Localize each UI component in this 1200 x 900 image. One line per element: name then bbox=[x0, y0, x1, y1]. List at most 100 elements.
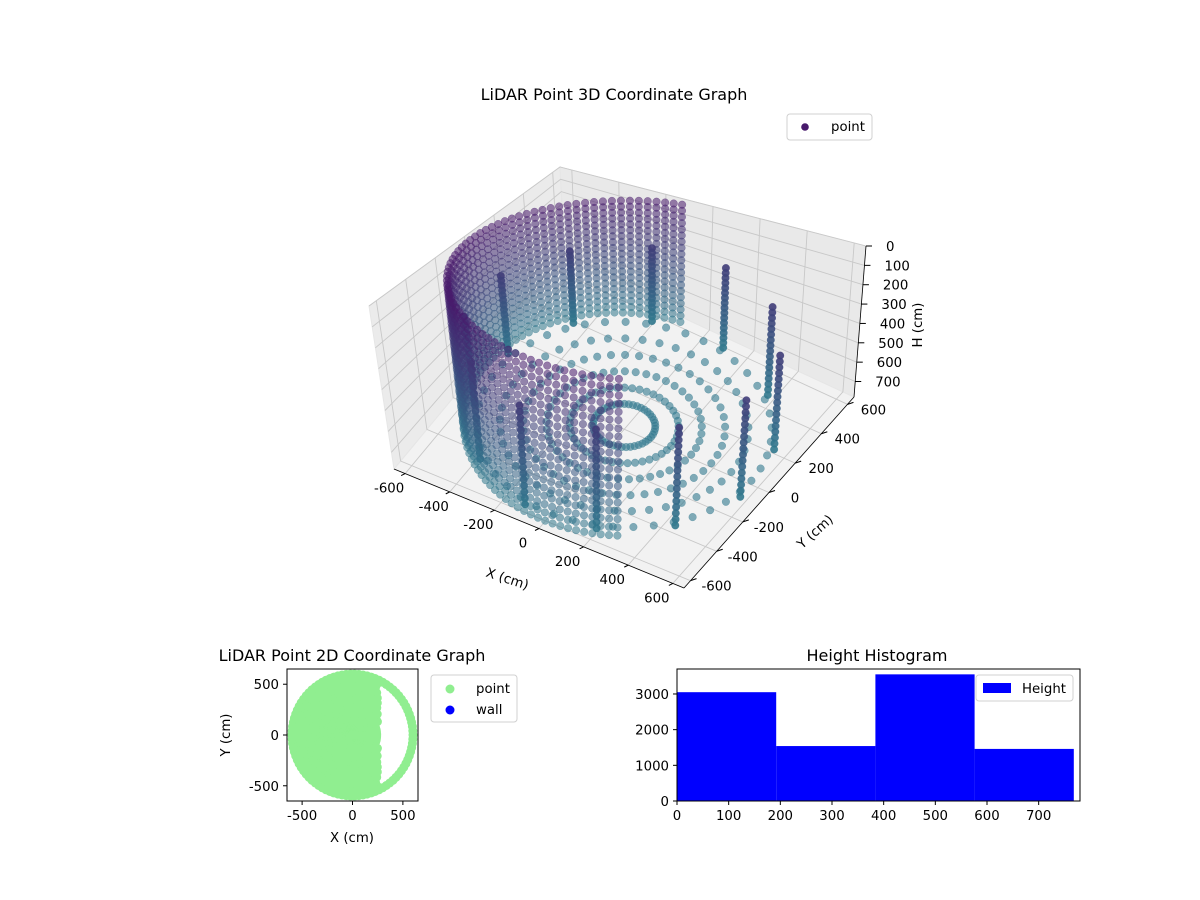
point-3d-1666 bbox=[510, 445, 519, 454]
point-3d-1537 bbox=[486, 358, 495, 367]
point-3d-1733 bbox=[556, 521, 565, 531]
grid-z-1 bbox=[371, 178, 865, 328]
point-3d-1806 bbox=[538, 458, 547, 467]
point-3d-1783 bbox=[530, 430, 539, 439]
point-3d-834 bbox=[699, 466, 708, 476]
point-3d-1741 bbox=[521, 410, 530, 419]
point-3d-1725 bbox=[554, 455, 563, 464]
point-3d-1673 bbox=[513, 503, 522, 512]
tick-mark-y-1 bbox=[716, 548, 723, 552]
point-3d-1579 bbox=[493, 379, 502, 388]
point-3d-1507 bbox=[596, 455, 605, 464]
point-3d-1735 bbox=[519, 360, 528, 369]
tick-z-0: 0 bbox=[886, 240, 894, 255]
point-3d-1786 bbox=[531, 455, 540, 464]
point-3d-1574 bbox=[490, 338, 499, 347]
point-3d-470 bbox=[716, 403, 725, 412]
chart-hist-legend-swatch bbox=[983, 683, 1011, 693]
point-3d-1474 bbox=[604, 531, 614, 540]
point-3d-525 bbox=[694, 407, 703, 416]
grid-y-6 bbox=[552, 172, 848, 405]
point-3d-1561 bbox=[587, 429, 596, 438]
point-3d-1683 bbox=[562, 441, 571, 450]
point-3d-1728 bbox=[555, 480, 564, 489]
point-3d-1724 bbox=[554, 447, 563, 456]
point-3d-1651 bbox=[571, 509, 580, 518]
point-3d-1556 bbox=[587, 388, 596, 397]
point-3d-1665 bbox=[509, 436, 518, 445]
point-3d-547 bbox=[642, 387, 651, 396]
chart-2d-ylabel: Y (cm) bbox=[219, 714, 234, 758]
point-3d-1499 bbox=[596, 389, 605, 398]
point-3d-1623 bbox=[502, 416, 511, 425]
point-3d-1540 bbox=[488, 383, 497, 392]
point-3d-1604 bbox=[579, 453, 588, 462]
tick-x-6: 600 bbox=[644, 591, 669, 606]
point-3d-1584 bbox=[496, 420, 505, 429]
point-3d-493 bbox=[531, 325, 540, 334]
point-3d-1662 bbox=[508, 411, 517, 421]
point-3d-418 bbox=[704, 385, 713, 394]
point-3d-1638 bbox=[569, 401, 578, 410]
point-3d-391 bbox=[569, 318, 578, 328]
point-3d-469 bbox=[642, 370, 651, 379]
point-3d-499 bbox=[719, 412, 728, 422]
point-3d-419 bbox=[621, 350, 630, 359]
point-3d-1742 bbox=[522, 419, 531, 428]
point-3d-1498 bbox=[596, 381, 605, 390]
tick-y-0: -600 bbox=[701, 580, 731, 595]
point-3d-1658 bbox=[506, 378, 515, 387]
point-3d-1509 bbox=[596, 472, 605, 481]
point-3d-1682 bbox=[561, 432, 571, 441]
chart-2d-legend-marker-point bbox=[445, 684, 455, 694]
point-3d-1558 bbox=[587, 404, 596, 414]
point-3d-1740 bbox=[521, 402, 530, 411]
point-3d-1739 bbox=[521, 394, 530, 403]
point-3d-307 bbox=[723, 377, 732, 386]
point-3d-473 bbox=[631, 368, 640, 377]
point-3d-1108 bbox=[688, 513, 697, 522]
point-3d-1655 bbox=[504, 353, 513, 363]
tick-z-6: 600 bbox=[877, 356, 902, 371]
point-3d-1434 bbox=[473, 325, 482, 334]
point-3d-495 bbox=[684, 393, 693, 402]
point-3d-1708 bbox=[517, 465, 526, 474]
point-3d-779 bbox=[747, 476, 756, 485]
point-3d-468 bbox=[670, 381, 679, 390]
point-3d-1750 bbox=[525, 485, 534, 494]
point-3d-1669 bbox=[511, 469, 520, 479]
point-3d-1789 bbox=[532, 480, 541, 489]
point-3d-1784 bbox=[530, 438, 539, 447]
point-3d-1611 bbox=[579, 511, 589, 520]
point-3d-1770 bbox=[547, 494, 556, 503]
point-3d-1572 bbox=[588, 520, 597, 529]
point-3d-1672 bbox=[513, 494, 522, 503]
point-3d-1505 bbox=[596, 439, 605, 448]
point-3d-710 bbox=[756, 464, 765, 473]
tick-z-7: 700 bbox=[875, 376, 900, 391]
point-3d-1694 bbox=[511, 349, 520, 358]
point-3d-1637 bbox=[569, 393, 578, 402]
point-3d-1752 bbox=[526, 502, 535, 511]
point-3d-1704 bbox=[516, 432, 525, 441]
point-3d-1535 bbox=[484, 342, 494, 351]
point-3d-1631 bbox=[506, 482, 515, 491]
point-3d-1404 bbox=[614, 440, 623, 449]
point-3d-1765 bbox=[546, 452, 555, 462]
point-3d-220 bbox=[743, 368, 752, 378]
point-3d-1751 bbox=[526, 493, 535, 502]
tick-z-3: 300 bbox=[881, 298, 906, 313]
tick-hist-y-3: 3000 bbox=[635, 688, 669, 703]
point-3d-1536 bbox=[485, 350, 494, 359]
point-3d-1571 bbox=[588, 512, 597, 521]
point-3d-467 bbox=[652, 373, 661, 382]
axis-x-line bbox=[393, 468, 685, 589]
point-3d-1689 bbox=[563, 490, 572, 500]
point-3d-352 bbox=[674, 363, 683, 372]
point-3d-395 bbox=[765, 409, 774, 418]
point-3d-1718 bbox=[552, 397, 561, 406]
point-3d-1803 bbox=[537, 433, 546, 442]
chart-2d-legend-marker-wall bbox=[445, 705, 455, 715]
point-3d-1405 bbox=[614, 449, 623, 458]
point-3d-1781 bbox=[529, 413, 538, 423]
